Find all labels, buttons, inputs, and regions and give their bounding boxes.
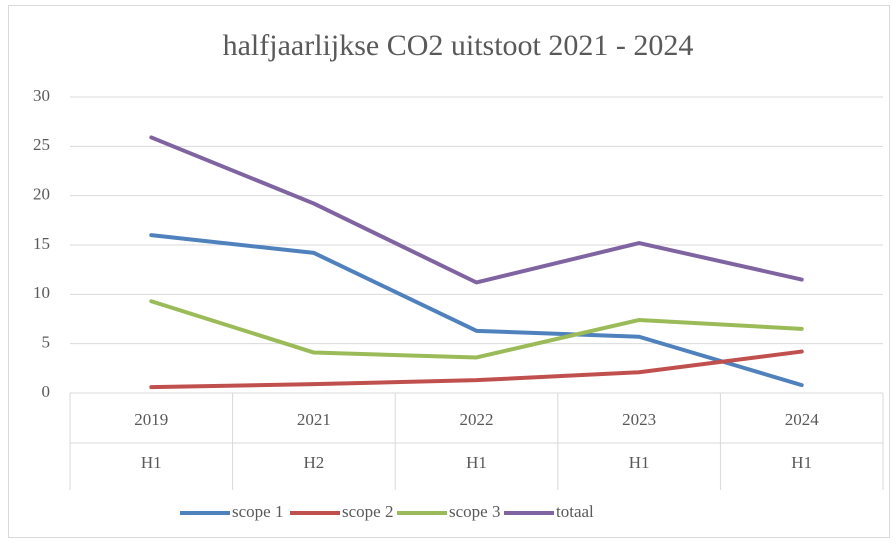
series-line [149,135,804,285]
legend-label: scope 3 [449,502,500,521]
chart-border [8,5,890,538]
y-tick-label: 10 [33,283,50,302]
legend-label: scope 2 [342,502,393,521]
x-period-label: H1 [629,453,650,472]
x-tick-label: 2023 [622,410,656,429]
y-tick-label: 0 [42,382,51,401]
x-period-label: H2 [304,453,325,472]
series-line [149,349,804,390]
y-tick-label: 20 [33,185,50,204]
x-period-label: H1 [141,453,162,472]
x-period-label: H1 [791,453,812,472]
x-period-label: H1 [466,453,487,472]
x-tick-label: 2024 [785,410,820,429]
x-tick-label: 2021 [297,410,331,429]
y-tick-label: 25 [33,135,50,154]
legend-label: totaal [556,502,594,521]
series-line [149,233,804,388]
chart-title: halfjaarlijkse CO2 uitstoot 2021 - 2024 [223,29,694,62]
x-tick-label: 2022 [460,410,494,429]
y-tick-label: 15 [33,234,50,253]
y-tick-label: 30 [33,86,50,105]
series-line [149,299,804,360]
legend-label: scope 1 [232,502,283,521]
y-tick-label: 5 [42,333,51,352]
x-tick-label: 2019 [134,410,168,429]
